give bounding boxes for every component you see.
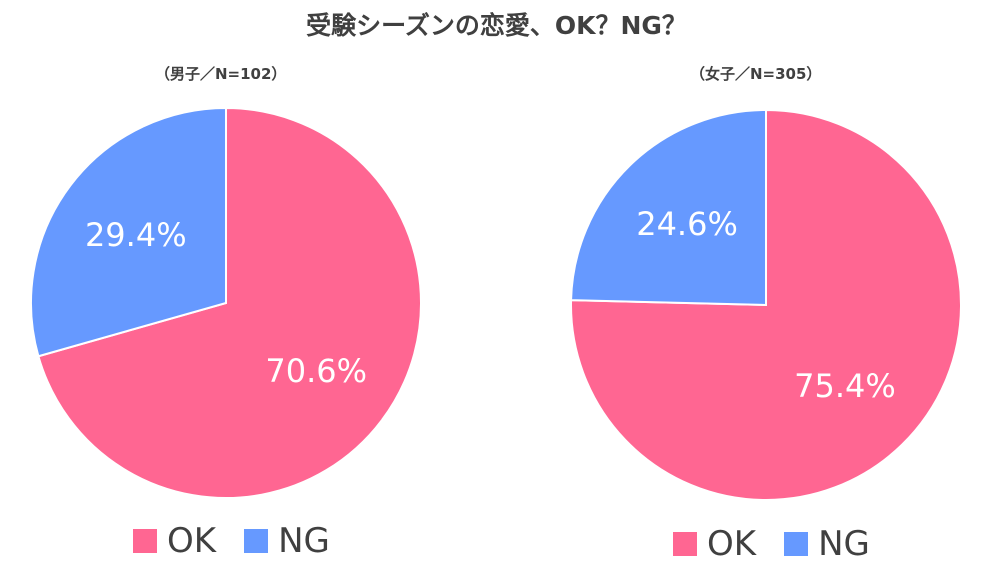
legend-swatch-ng: [784, 532, 809, 556]
female-subtitle: （女子／N=305）: [690, 65, 822, 83]
legend-item-ng: NG: [244, 521, 330, 561]
legend-label-ok: OK: [707, 524, 757, 564]
pie-male-label-ng: 29.4%: [85, 216, 187, 254]
legend-item-ng: NG: [784, 524, 870, 564]
legend-label-ng: NG: [818, 524, 870, 564]
legend-label-ng: NG: [278, 521, 330, 561]
male-subtitle: （男子／N=102）: [155, 65, 287, 83]
legend-male: OK NG: [133, 521, 358, 561]
pie-female-label-ok: 75.4%: [794, 367, 896, 405]
pie-female-label-ng: 24.6%: [636, 205, 738, 243]
pie-male-slice-ng: [30, 106, 227, 358]
legend-swatch-ok: [133, 529, 157, 553]
legend-female: OK NG: [673, 524, 898, 564]
legend-item-ok: OK: [673, 524, 756, 564]
pie-male-label-ok: 70.6%: [265, 352, 367, 390]
pie-female-slice-ng: [570, 108, 767, 307]
legend-swatch-ng: [244, 529, 269, 553]
legend-swatch-ok: [673, 532, 697, 556]
legend-label-ok: OK: [167, 521, 217, 561]
legend-item-ok: OK: [133, 521, 216, 561]
chart-title: 受験シーズンの恋愛、OK？NG？: [306, 11, 687, 40]
pie-male-slice-ok: [37, 106, 422, 499]
